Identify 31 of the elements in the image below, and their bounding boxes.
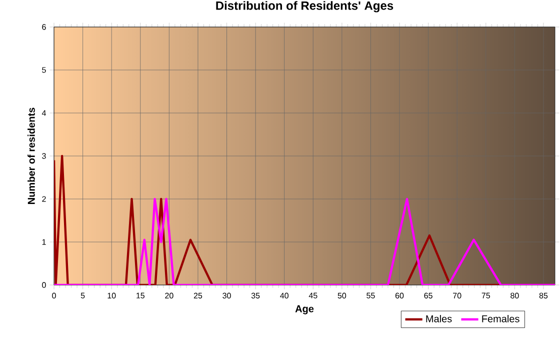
x-tick-label: 60 <box>395 292 404 298</box>
x-tick-label: 55 <box>366 292 375 298</box>
x-tick-label: 20 <box>165 292 174 298</box>
y-tick-label: 3 <box>42 153 46 159</box>
chart-title: Distribution of Residents' Ages <box>216 1 394 12</box>
y-tick-label: 2 <box>42 196 46 202</box>
x-tick-label: 75 <box>482 292 490 298</box>
x-tick-label: 15 <box>136 292 144 298</box>
y-tick-label: 5 <box>42 67 46 73</box>
y-tick-label: 6 <box>42 24 46 30</box>
x-tick-label: 25 <box>194 292 202 298</box>
y-tick-label: 1 <box>42 239 46 245</box>
y-tick-label: 4 <box>42 110 46 116</box>
x-axis-title: Age <box>295 305 314 314</box>
x-tick-label: 10 <box>108 292 116 298</box>
x-tick-label: 0 <box>52 292 56 298</box>
y-tick-label: 0 <box>42 282 46 288</box>
y-axis-title: Number of residents <box>28 108 35 204</box>
x-tick-label: 65 <box>424 292 432 298</box>
x-tick-label: 30 <box>222 292 231 298</box>
x-tick-label: 35 <box>251 292 260 298</box>
x-tick-label: 50 <box>338 292 346 298</box>
x-tick-label: 5 <box>80 292 85 298</box>
x-tick-label: 85 <box>539 292 548 298</box>
legend-label: Females <box>482 314 520 322</box>
x-tick-label: 70 <box>453 292 462 298</box>
x-tick-label: 45 <box>308 292 318 298</box>
x-tick-label: 40 <box>280 292 288 298</box>
x-tick-label: 80 <box>510 292 519 298</box>
legend-label: Males <box>426 314 452 322</box>
line-series <box>54 198 555 285</box>
